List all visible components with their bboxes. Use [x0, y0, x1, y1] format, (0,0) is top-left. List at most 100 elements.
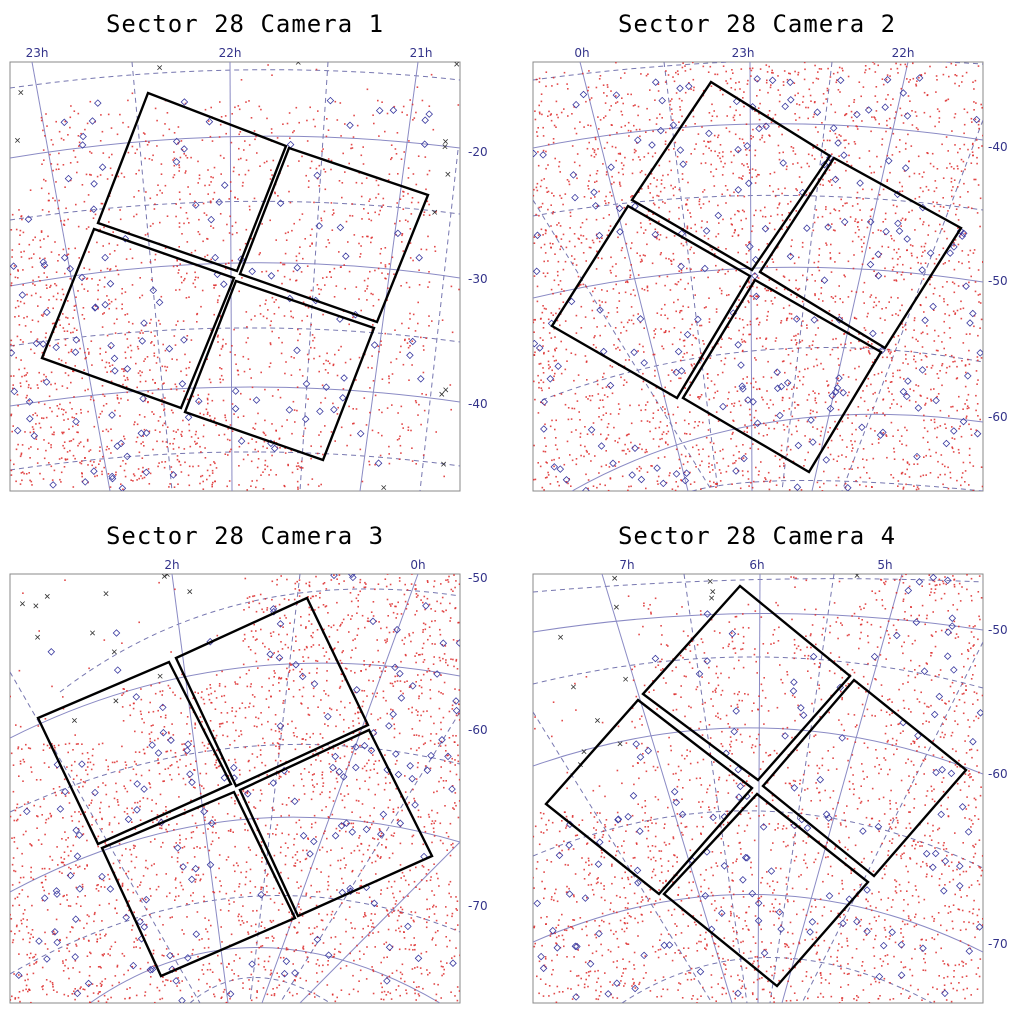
dec-line	[10, 135, 460, 159]
ccd-tiles	[40, 91, 430, 462]
map-content	[533, 62, 983, 491]
ccd-tiles	[550, 80, 963, 474]
ra-line	[757, 574, 761, 1003]
ra-line	[419, 149, 459, 491]
dec-label: -70	[468, 899, 488, 913]
dec-axis-labels: -40 -50 -60	[988, 140, 1008, 424]
ccd-outline	[761, 678, 968, 878]
ra-line	[171, 574, 229, 1003]
star-field	[10, 574, 460, 1003]
ra-line	[811, 62, 909, 491]
map-content	[10, 574, 460, 1003]
panel-camera-2: Sector 28 Camera 2	[512, 0, 1024, 512]
panel-title: Sector 28 Camera 2	[617, 10, 897, 38]
ccd-outline	[238, 728, 434, 918]
ra-label: 21h	[410, 46, 433, 60]
dec-label: -30	[468, 272, 488, 286]
ra-label: 0h	[574, 46, 589, 60]
ra-axis-labels: 0h 23h 22h	[574, 46, 914, 60]
dec-label: -60	[468, 723, 488, 737]
ra-line	[359, 62, 419, 491]
dec-line	[533, 266, 983, 299]
dec-label: -40	[468, 397, 488, 411]
dec-label: -20	[468, 145, 488, 159]
dec-line	[10, 662, 460, 739]
ccd-outline	[662, 792, 870, 988]
ra-line	[261, 574, 419, 1003]
ccd-outline	[36, 660, 233, 846]
coordinate-grid	[533, 574, 983, 1003]
dec-label: -40	[988, 140, 1008, 154]
ra-line	[533, 199, 713, 491]
ra-label: 23h	[26, 46, 49, 60]
ccd-outline	[630, 80, 832, 272]
ra-axis-labels: 23h 22h 21h	[26, 46, 433, 60]
ra-line	[299, 841, 460, 1003]
dec-label: -60	[988, 767, 1008, 781]
dec-axis-labels: -50 -60 -70	[468, 571, 488, 913]
plot-frame	[9, 573, 461, 1004]
ra-label: 23h	[732, 46, 755, 60]
ccd-outline	[641, 584, 852, 782]
ra-line	[579, 62, 689, 491]
dec-line	[10, 386, 460, 407]
ccd-tiles	[544, 584, 968, 988]
dec-line	[59, 588, 460, 693]
dec-label: -60	[988, 410, 1008, 424]
ra-label: 2h	[164, 558, 179, 572]
sky-map: 2h 0h -50 -60 -70	[9, 558, 488, 1004]
ra-label: 5h	[877, 558, 892, 572]
ra-line	[781, 574, 903, 1003]
panel-title: Sector 28 Camera 4	[617, 522, 897, 550]
ra-label: 22h	[219, 46, 242, 60]
dec-label: -50	[468, 571, 488, 585]
dec-line	[10, 262, 460, 287]
ra-label: 6h	[749, 558, 764, 572]
panel-title: Sector 28 Camera 3	[105, 522, 385, 550]
dec-label: -50	[988, 623, 1008, 637]
ra-line	[683, 574, 748, 1003]
map-content	[533, 574, 983, 1003]
plot-frame	[9, 61, 461, 492]
ccd-outline	[544, 698, 754, 896]
dec-line	[89, 947, 441, 1003]
ra-label: 0h	[410, 558, 425, 572]
dec-line	[533, 893, 983, 953]
ccd-outline	[100, 790, 297, 978]
ra-axis-labels: 7h 6h 5h	[619, 558, 892, 572]
dec-line	[10, 895, 460, 975]
ra-line	[663, 62, 719, 491]
ra-line	[31, 62, 111, 491]
ccd-outline	[183, 279, 376, 462]
sky-map: 0h 23h 22h -40 -50 -60	[532, 46, 1008, 492]
ccd-outline	[758, 156, 963, 350]
panel-title: Sector 28 Camera 1	[105, 10, 385, 38]
dec-line	[10, 816, 460, 893]
star-field	[10, 62, 460, 491]
dec-line	[571, 413, 983, 491]
panel-camera-3: Sector 28 Camera 3	[0, 512, 512, 1024]
ra-label: 7h	[619, 558, 634, 572]
dec-axis-labels: -50 -60 -70	[988, 623, 1008, 951]
ccd-outline	[96, 91, 288, 273]
dec-label: -50	[988, 274, 1008, 288]
dec-line	[189, 977, 331, 1003]
ra-line	[801, 641, 983, 1003]
ccd-tiles	[36, 596, 434, 978]
dec-line	[10, 69, 460, 89]
ccd-outline	[238, 146, 430, 324]
sky-map: 7h 6h 5h -50 -60 -70	[532, 558, 1008, 1004]
ccd-outline	[174, 596, 370, 788]
ccd-outline	[40, 227, 236, 410]
ccd-outline	[681, 278, 883, 474]
dec-line	[10, 327, 460, 347]
dec-line	[533, 810, 983, 869]
ccd-outline	[550, 204, 752, 400]
dec-label: -70	[988, 937, 1008, 951]
dec-line	[621, 957, 933, 1003]
panel-camera-1: Sector 28 Camera 1	[0, 0, 512, 512]
panel-camera-4: Sector 28 Camera 4	[512, 512, 1024, 1024]
ra-line	[533, 711, 713, 1003]
dec-line	[533, 123, 983, 149]
dec-axis-labels: -20 -30 -40	[468, 145, 488, 411]
